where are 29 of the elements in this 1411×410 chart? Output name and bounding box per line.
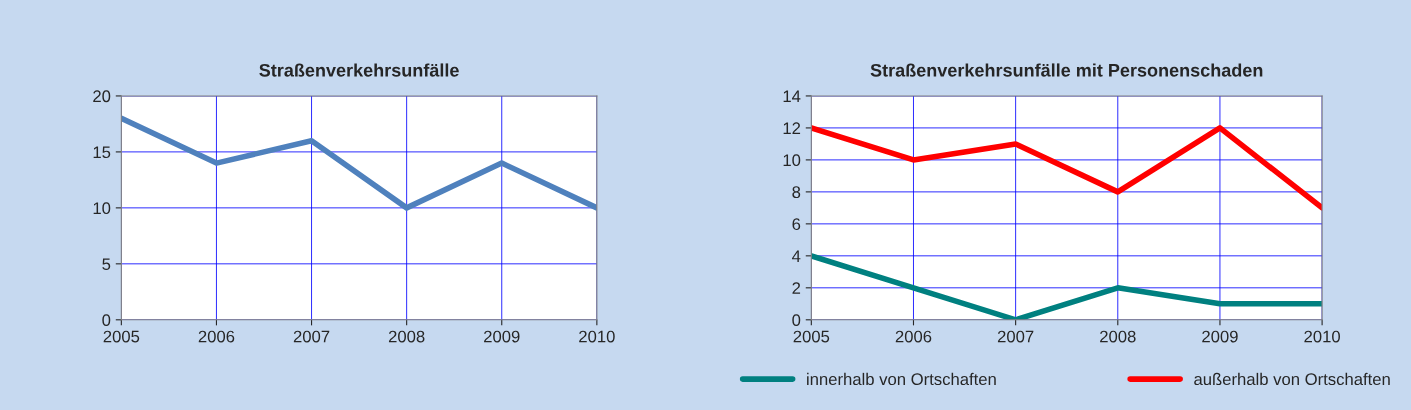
y-tick-label: 10	[93, 202, 111, 215]
x-tick-label: 2009	[1202, 330, 1238, 343]
y-tick-label: 0	[102, 314, 111, 326]
chart-title: Straßenverkehrsunfälle mit Personenschaden	[870, 63, 1263, 77]
x-tick-label: 2005	[793, 330, 830, 343]
legend-label: außerhalb von Ortschaften	[1194, 372, 1390, 386]
x-tick-label: 2007	[997, 330, 1034, 343]
x-tick-label: 2007	[293, 330, 330, 343]
x-tick-label: 2010	[1304, 330, 1340, 343]
y-tick-label: 14	[783, 90, 801, 102]
legend-label: innerhalb von Ortschaften	[807, 372, 996, 386]
x-tick-label: 2006	[895, 330, 932, 343]
x-tick-label: 2008	[1100, 330, 1136, 343]
y-tick-label: 4	[792, 250, 801, 262]
chart-title: Straßenverkehrsunfälle	[259, 63, 459, 77]
x-tick-label: 2005	[103, 330, 140, 343]
y-tick-label: 15	[93, 146, 111, 159]
x-tick-label: 2010	[579, 330, 615, 343]
x-tick-label: 2009	[484, 330, 520, 343]
y-tick-label: 10	[783, 154, 801, 167]
y-tick-label: 6	[792, 218, 801, 231]
y-tick-label: 20	[93, 90, 111, 103]
x-tick-label: 2008	[388, 330, 425, 343]
y-tick-label: 2	[792, 282, 801, 294]
x-tick-label: 2006	[198, 330, 235, 343]
y-tick-label: 0	[792, 314, 801, 326]
y-tick-label: 12	[783, 122, 801, 134]
y-tick-label: 5	[102, 258, 111, 271]
y-tick-label: 8	[792, 186, 801, 199]
